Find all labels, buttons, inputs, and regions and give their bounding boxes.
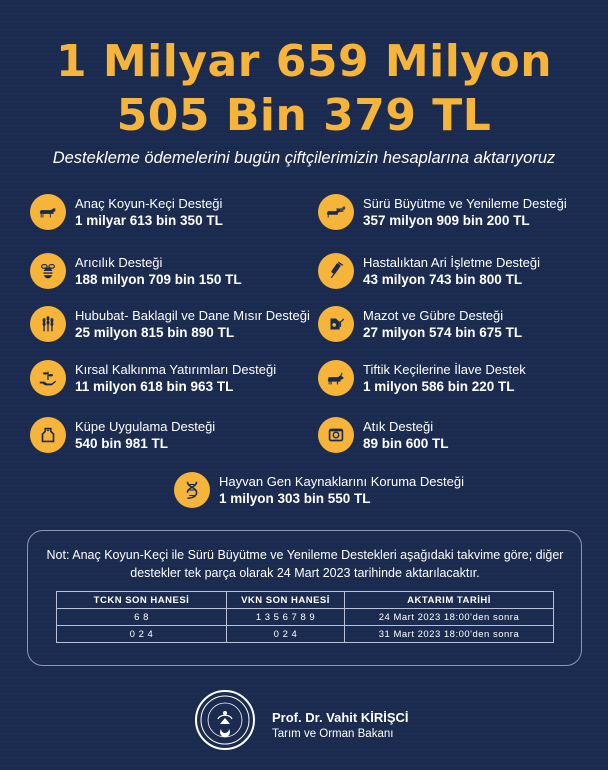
support-item-hayvan-gen: Hayvan Gen Kaynaklarını Koruma Desteği 1… [174,470,464,510]
support-label: Küpe Uygulama Desteği [75,419,216,434]
support-item-atik: Atık Desteği 89 bin 600 TL [318,415,449,455]
support-label: Anaç Koyun-Keçi Desteği [75,196,223,211]
support-item-kupe: Küpe Uygulama Desteği 540 bin 981 TL [30,415,215,455]
support-label: Sürü Büyütme ve Yenileme Desteği [363,196,567,211]
support-label: Tiftik Keçilerine İlave Destek [363,362,526,377]
sheep-icon [30,194,66,230]
support-item-suru-buyutme: Sürü Büyütme ve Yenileme Desteği 357 mil… [318,192,567,232]
support-label: Atık Desteği [363,419,434,434]
support-item-hastaliktan-ari: Hastalıktan Ari İşletme Desteği 43 milyo… [318,251,540,291]
support-label: Arıcılık Desteği [75,255,163,270]
support-amount: 188 milyon 709 bin 150 TL [75,272,242,287]
support-item-tiftik-keci: Tiftik Keçilerine İlave Destek 1 milyon … [318,358,526,398]
bee-icon [30,253,66,289]
table-cell: 1 3 5 6 7 8 9 [226,608,345,626]
support-amount: 540 bin 981 TL [75,436,169,451]
support-item-hububat: Hububat- Baklagil ve Dane Mısır Desteği … [30,304,310,344]
support-amount: 25 milyon 815 bin 890 TL [75,325,235,340]
support-item-mazot-gubre: Mazot ve Gübre Desteği 27 milyon 574 bin… [318,304,522,344]
table-header: AKTARIM TARİHİ [344,591,554,609]
table-cell: 6 8 [56,608,227,626]
fuel-pump-icon [318,306,354,342]
support-amount: 1 milyon 303 bin 550 TL [219,491,371,506]
herd-icon [318,194,354,230]
table-cell: 0 2 4 [226,625,345,643]
support-amount: 357 milyon 909 bin 200 TL [363,213,530,228]
table-header-row: TCKN SON HANESİ VKN SON HANESİ AKTARIM T… [56,591,554,609]
note-box [27,530,582,666]
ear-tag-icon [30,417,66,453]
minister-title: Tarım ve Orman Bakanı [272,728,394,740]
signature-block: Prof. Dr. Vahit KİRİŞCİ Tarım ve Orman B… [272,710,409,742]
table-cell: 0 2 4 [56,625,227,643]
table-cell: 31 Mart 2023 18:00'den sonra [344,625,554,643]
support-item-anac-koyun-keci: Anaç Koyun-Keçi Desteği 1 milyar 613 bin… [30,192,223,232]
headline-line-1: 1 Milyar 659 Milyon [55,36,553,87]
support-label: Mazot ve Gübre Desteği [363,308,504,323]
subtitle: Destekleme ödemelerini bugün çiftçilerim… [52,149,556,167]
wheat-icon [30,306,66,342]
table-cell: 24 Mart 2023 18:00'den sonra [344,608,554,626]
hand-plant-icon [30,360,66,396]
support-amount: 89 bin 600 TL [363,436,449,451]
support-amount: 11 milyon 618 bin 963 TL [75,379,234,394]
support-label: Hastalıktan Ari İşletme Desteği [363,255,541,270]
syringe-icon [318,253,354,289]
table-row: 0 2 4 0 2 4 31 Mart 2023 18:00'den sonra [56,625,554,643]
minister-name: Prof. Dr. Vahit KİRİŞCİ [272,710,409,725]
headline-line-2: 505 Bin 379 TL [116,90,492,141]
goat-icon [318,360,354,396]
table-row: 6 8 1 3 5 6 7 8 9 24 Mart 2023 18:00'den… [56,608,554,626]
dna-icon [174,472,210,508]
waste-icon [318,417,354,453]
support-amount: 1 milyar 613 bin 350 TL [75,213,223,228]
support-label: Hububat- Baklagil ve Dane Mısır Desteği [75,308,310,323]
support-amount: 1 milyon 586 bin 220 TL [363,379,515,394]
table-header: VKN SON HANESİ [226,591,345,609]
support-label: Hayvan Gen Kaynaklarını Koruma Desteği [219,474,464,489]
support-label: Kırsal Kalkınma Yatırımları Desteği [75,362,277,377]
support-amount: 27 milyon 574 bin 675 TL [363,325,523,340]
table-header: TCKN SON HANESİ [56,591,227,609]
note-text: Not: Anaç Koyun-Keçi ile Sürü Büyütme ve… [46,548,564,580]
schedule-table: TCKN SON HANESİ VKN SON HANESİ AKTARIM T… [56,591,554,643]
support-item-aricilik: Arıcılık Desteği 188 milyon 709 bin 150 … [30,251,242,291]
support-amount: 43 milyon 743 bin 800 TL [363,272,523,287]
support-item-kirsal-kalkinma: Kırsal Kalkınma Yatırımları Desteği 11 m… [30,358,276,398]
ministry-seal-icon [195,690,255,750]
